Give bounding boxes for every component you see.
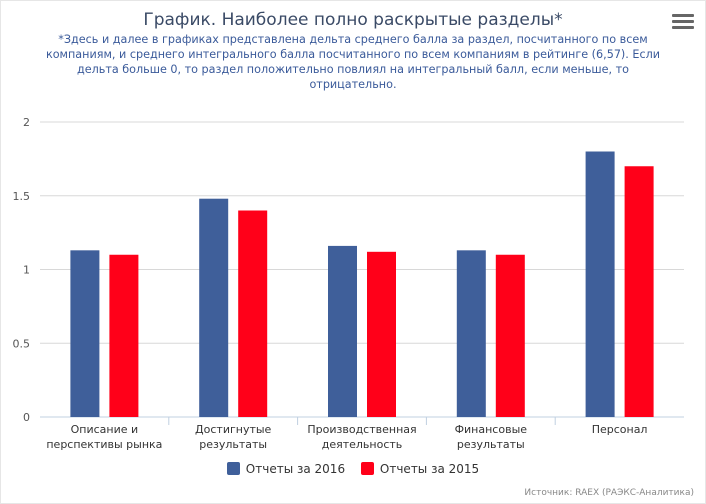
legend-item-series-1[interactable]: Отчеты за 2015 — [360, 462, 480, 476]
menu-line — [672, 14, 694, 17]
chart-subtitle: *Здесь и далее в графиках представлена д… — [45, 33, 661, 91]
menu-line — [672, 26, 694, 29]
x-tick-label: Описание и перспективы рынка — [46, 423, 162, 451]
x-tick-label-line: Финансовые — [455, 423, 528, 436]
y-tick-label: 0 — [23, 411, 30, 424]
x-tick-label-line: Достигнутые — [195, 423, 272, 436]
chart-title: График. Наиболее полно раскрытые разделы… — [143, 10, 563, 30]
y-tick-label: 2 — [23, 116, 30, 129]
x-tick-label: Производственная деятельность — [307, 423, 416, 451]
x-tick-label-line: перспективы рынка — [46, 438, 162, 451]
bar-0-1 — [199, 198, 229, 417]
legend-label: Отчеты за 2015 — [379, 462, 480, 476]
x-tick-label: Финансовые результаты — [455, 423, 528, 451]
bar-1-3 — [495, 254, 525, 417]
y-tick-label: 1.5 — [13, 190, 31, 203]
legend-item-series-0[interactable]: Отчеты за 2016 — [226, 462, 346, 476]
bar-0-3 — [456, 250, 486, 417]
menu-line — [672, 20, 694, 23]
x-tick-label-line: деятельность — [322, 438, 403, 451]
x-tick-label-line: Описание и — [71, 423, 139, 436]
legend-swatch — [226, 462, 240, 475]
bar-1-4 — [624, 166, 654, 417]
x-tick-label-line: Производственная — [307, 423, 416, 436]
legend-swatch — [360, 462, 374, 475]
y-tick-label: 0.5 — [13, 337, 31, 350]
hamburger-menu-icon[interactable] — [672, 14, 694, 34]
legend-label: Отчеты за 2016 — [245, 462, 346, 476]
x-tick-label: Персонал — [592, 423, 648, 436]
x-tick-label-line: результаты — [199, 438, 267, 451]
bar-1-0 — [109, 254, 139, 417]
bar-0-0 — [70, 250, 100, 417]
x-tick-label-line: Персонал — [592, 423, 648, 436]
y-tick-label: 1 — [23, 264, 30, 277]
credits-source[interactable]: Источник: RAEX (РАЭКС-Аналитика) — [524, 488, 694, 498]
bar-0-4 — [585, 151, 615, 417]
x-tick-label: Достигнутые результаты — [195, 423, 272, 451]
bar-0-2 — [328, 245, 357, 417]
bar-1-1 — [238, 210, 268, 417]
bar-1-2 — [367, 251, 396, 417]
chart-legend: Отчеты за 2016 Отчеты за 2015 — [0, 462, 706, 476]
x-tick-label-line: результаты — [457, 438, 525, 451]
